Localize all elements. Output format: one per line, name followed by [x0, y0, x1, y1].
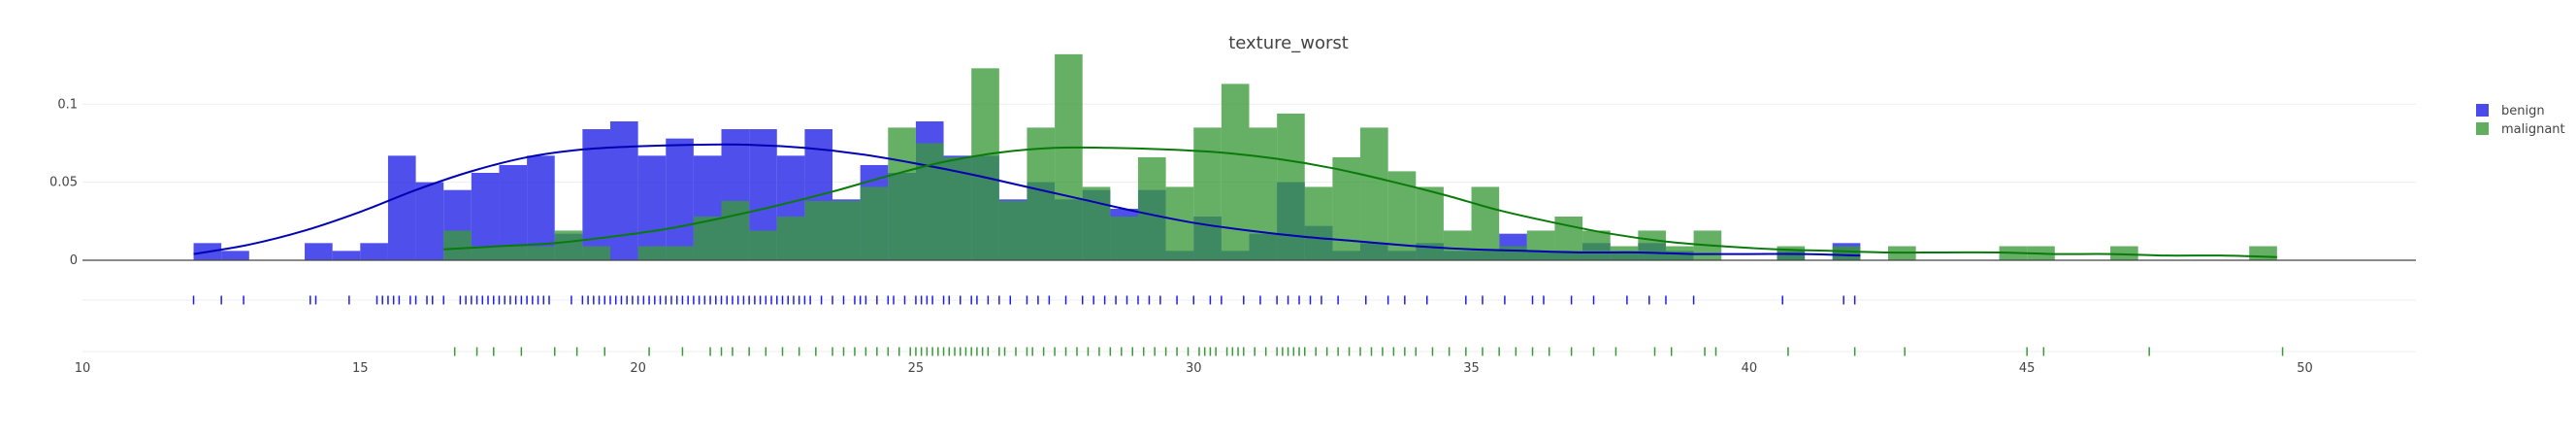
bar-malignant[interactable]: [1249, 127, 1278, 260]
bar-malignant[interactable]: [998, 200, 1027, 260]
legend-swatch: [2476, 122, 2489, 135]
bar-malignant[interactable]: [860, 186, 889, 260]
bar-malignant[interactable]: [804, 200, 833, 260]
legend-label: benign: [2501, 104, 2545, 118]
x-tick-label: 25: [908, 361, 925, 376]
bar-malignant[interactable]: [471, 246, 500, 260]
bar-malignant[interactable]: [1082, 186, 1111, 260]
y-tick-label: 0.1: [57, 97, 78, 112]
histogram-bars: [193, 53, 2277, 261]
bar-malignant[interactable]: [1499, 246, 1527, 260]
bar-malignant[interactable]: [749, 230, 777, 260]
bar-malignant[interactable]: [582, 246, 610, 260]
bar-malignant[interactable]: [2110, 246, 2138, 260]
legend[interactable]: benign malignant: [2476, 104, 2565, 137]
bar-malignant[interactable]: [1221, 84, 1250, 261]
bar-malignant[interactable]: [1110, 217, 1138, 260]
bar-malignant[interactable]: [443, 230, 472, 260]
x-tick-label: 40: [1742, 361, 1758, 376]
bar-malignant[interactable]: [1277, 113, 1305, 260]
bar-malignant[interactable]: [1582, 230, 1611, 260]
bar-malignant[interactable]: [1332, 156, 1361, 260]
bar-benign[interactable]: [360, 243, 388, 260]
kde-curve-benign[interactable]: [193, 143, 1861, 257]
bar-malignant[interactable]: [1165, 186, 1194, 260]
kde-curve-malignant[interactable]: [443, 146, 2277, 258]
bar-malignant[interactable]: [721, 200, 750, 260]
x-tick-label: 45: [2019, 361, 2036, 376]
bar-malignant[interactable]: [1137, 156, 1166, 260]
bar-malignant[interactable]: [499, 246, 528, 260]
rug-plots: [192, 295, 2284, 356]
bar-malignant[interactable]: [1638, 230, 1666, 260]
bar-malignant[interactable]: [554, 230, 583, 260]
density-curves: [193, 143, 2277, 258]
bar-malignant[interactable]: [1360, 127, 1388, 260]
bar-benign[interactable]: [332, 251, 361, 260]
bar-malignant[interactable]: [915, 143, 944, 260]
bar-benign[interactable]: [305, 243, 333, 260]
bar-benign[interactable]: [609, 120, 638, 260]
x-tick-label: 15: [352, 361, 369, 376]
legend-label: malignant: [2501, 122, 2565, 137]
bar-malignant[interactable]: [527, 246, 555, 260]
axes: 0 0.05 0.1 10 15 20 25 30 35 40 45 50: [49, 97, 2416, 376]
x-tick-label: 10: [75, 361, 91, 376]
bar-malignant[interactable]: [832, 200, 861, 260]
bar-malignant[interactable]: [637, 246, 667, 260]
bar-malignant[interactable]: [1304, 186, 1333, 260]
bar-malignant[interactable]: [1416, 186, 1444, 260]
y-tick-label: 0.05: [49, 176, 78, 190]
bar-malignant[interactable]: [666, 246, 694, 260]
x-tick-label: 30: [1186, 361, 1202, 376]
legend-item-malignant[interactable]: malignant: [2476, 122, 2565, 137]
bar-malignant[interactable]: [971, 68, 999, 260]
bar-benign[interactable]: [387, 155, 416, 260]
bar-benign[interactable]: [415, 182, 444, 260]
chart-title: texture_worst: [1228, 33, 1349, 53]
x-tick-label: 50: [2297, 361, 2313, 376]
y-tick-label: 0: [70, 253, 78, 268]
bar-malignant[interactable]: [1832, 246, 1861, 260]
bar-benign[interactable]: [221, 251, 249, 260]
bar-malignant[interactable]: [888, 127, 916, 260]
bar-malignant[interactable]: [776, 217, 805, 260]
bar-malignant[interactable]: [2249, 246, 2277, 260]
x-tick-label: 20: [630, 361, 646, 376]
bar-malignant[interactable]: [1055, 53, 1083, 260]
bar-malignant[interactable]: [1471, 186, 1500, 260]
bar-benign[interactable]: [637, 155, 667, 260]
bar-malignant[interactable]: [1193, 127, 1222, 260]
bar-malignant[interactable]: [1443, 230, 1472, 260]
legend-swatch: [2476, 104, 2489, 117]
legend-item-benign[interactable]: benign: [2476, 104, 2545, 118]
x-tick-label: 35: [1463, 361, 1480, 376]
bar-benign[interactable]: [666, 138, 694, 260]
bar-malignant[interactable]: [1526, 230, 1555, 260]
